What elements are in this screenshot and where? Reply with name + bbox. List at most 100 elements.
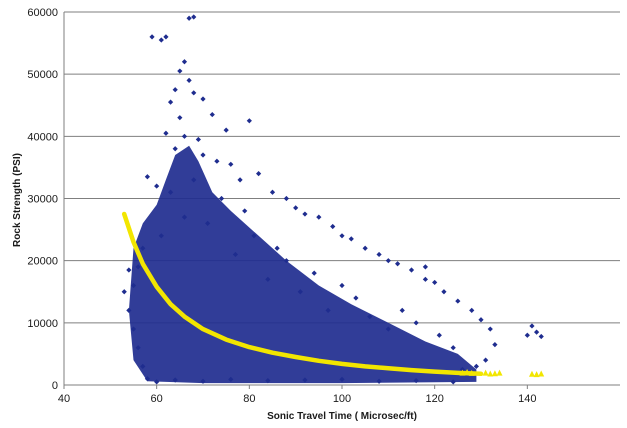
data-point [450,345,456,351]
data-point [302,377,308,383]
data-point [441,289,447,295]
data-point [172,146,178,152]
y-tick-label: 40000 [27,131,58,143]
data-point [158,37,164,43]
data-point [339,376,345,383]
data-point [339,233,345,239]
trend-point [496,369,503,376]
density-cloud [128,145,477,384]
data-point [144,376,150,382]
data-point [353,295,359,301]
trendline-curve [121,211,484,377]
data-point [163,130,169,136]
y-axis-title: Rock Strength (PSI) [12,153,23,247]
data-point [186,15,192,21]
x-tick-label: 120 [425,393,443,405]
trend-point [533,371,540,378]
data-point [487,326,493,332]
data-point [408,267,415,273]
data-point [200,96,206,102]
data-point [205,220,211,226]
data-point [242,208,248,214]
data-point [534,329,540,335]
data-point [395,261,401,267]
data-point [163,34,169,40]
data-point [469,307,475,313]
data-point [177,68,183,74]
trend-point [459,369,466,376]
data-point [529,323,535,329]
trend-point [482,369,489,376]
data-point [450,379,456,385]
data-point [158,233,164,239]
data-point [167,99,174,105]
trend-point [464,368,471,375]
x-tick-label: 40 [58,393,70,405]
data-point [256,171,262,177]
data-point [283,195,289,202]
data-point [483,357,489,363]
data-point [126,307,132,313]
data-point [209,111,215,118]
data-point [246,118,252,124]
data-point [538,333,544,340]
data-point [144,174,150,180]
data-point [362,245,368,251]
data-point [191,14,197,20]
data-point [376,378,382,384]
axes [63,12,620,389]
data-point [232,251,239,258]
data-point [223,127,229,133]
data-point [339,282,345,289]
data-point [376,251,382,258]
data-point [311,270,317,276]
trend-point [538,370,545,377]
data-point [455,298,461,304]
data-point [167,189,174,195]
dense-point-cloud [128,145,477,384]
data-point [422,276,428,282]
data-point [140,363,146,369]
data-point [191,90,197,96]
y-tick-label: 10000 [27,318,58,330]
data-point [200,152,206,158]
data-point [367,314,373,320]
data-point [130,282,137,289]
data-point [436,332,442,338]
data-point [181,214,188,220]
y-tick-label: 50000 [27,69,58,81]
data-point [274,245,280,251]
trend-point [487,370,494,377]
data-point [269,189,276,195]
data-point [265,276,271,282]
data-point [228,161,234,167]
data-points [121,14,544,385]
y-tick-label: 0 [52,380,58,392]
data-point [135,264,141,270]
data-point [413,320,419,326]
tick-labels: 0 10000 20000 30000 40000 50000 60000 40 60 80 100… [27,7,536,405]
trendline [121,211,545,378]
data-point [154,379,160,385]
data-point [524,332,530,338]
data-point [432,279,438,286]
data-point [265,378,271,384]
data-point [413,378,419,384]
data-point [325,307,331,313]
data-point [385,258,391,264]
data-point [237,177,243,183]
data-point [478,317,484,323]
data-point [251,233,257,239]
data-point [130,326,137,332]
data-point [348,236,354,242]
data-point [473,363,479,369]
data-point [297,289,303,295]
y-tick-label: 60000 [27,7,58,19]
trend-point [528,370,535,377]
data-point [316,214,322,220]
data-point [218,195,225,202]
data-point [459,366,466,373]
data-point [181,59,188,65]
data-point [126,267,132,273]
data-point [172,377,178,383]
